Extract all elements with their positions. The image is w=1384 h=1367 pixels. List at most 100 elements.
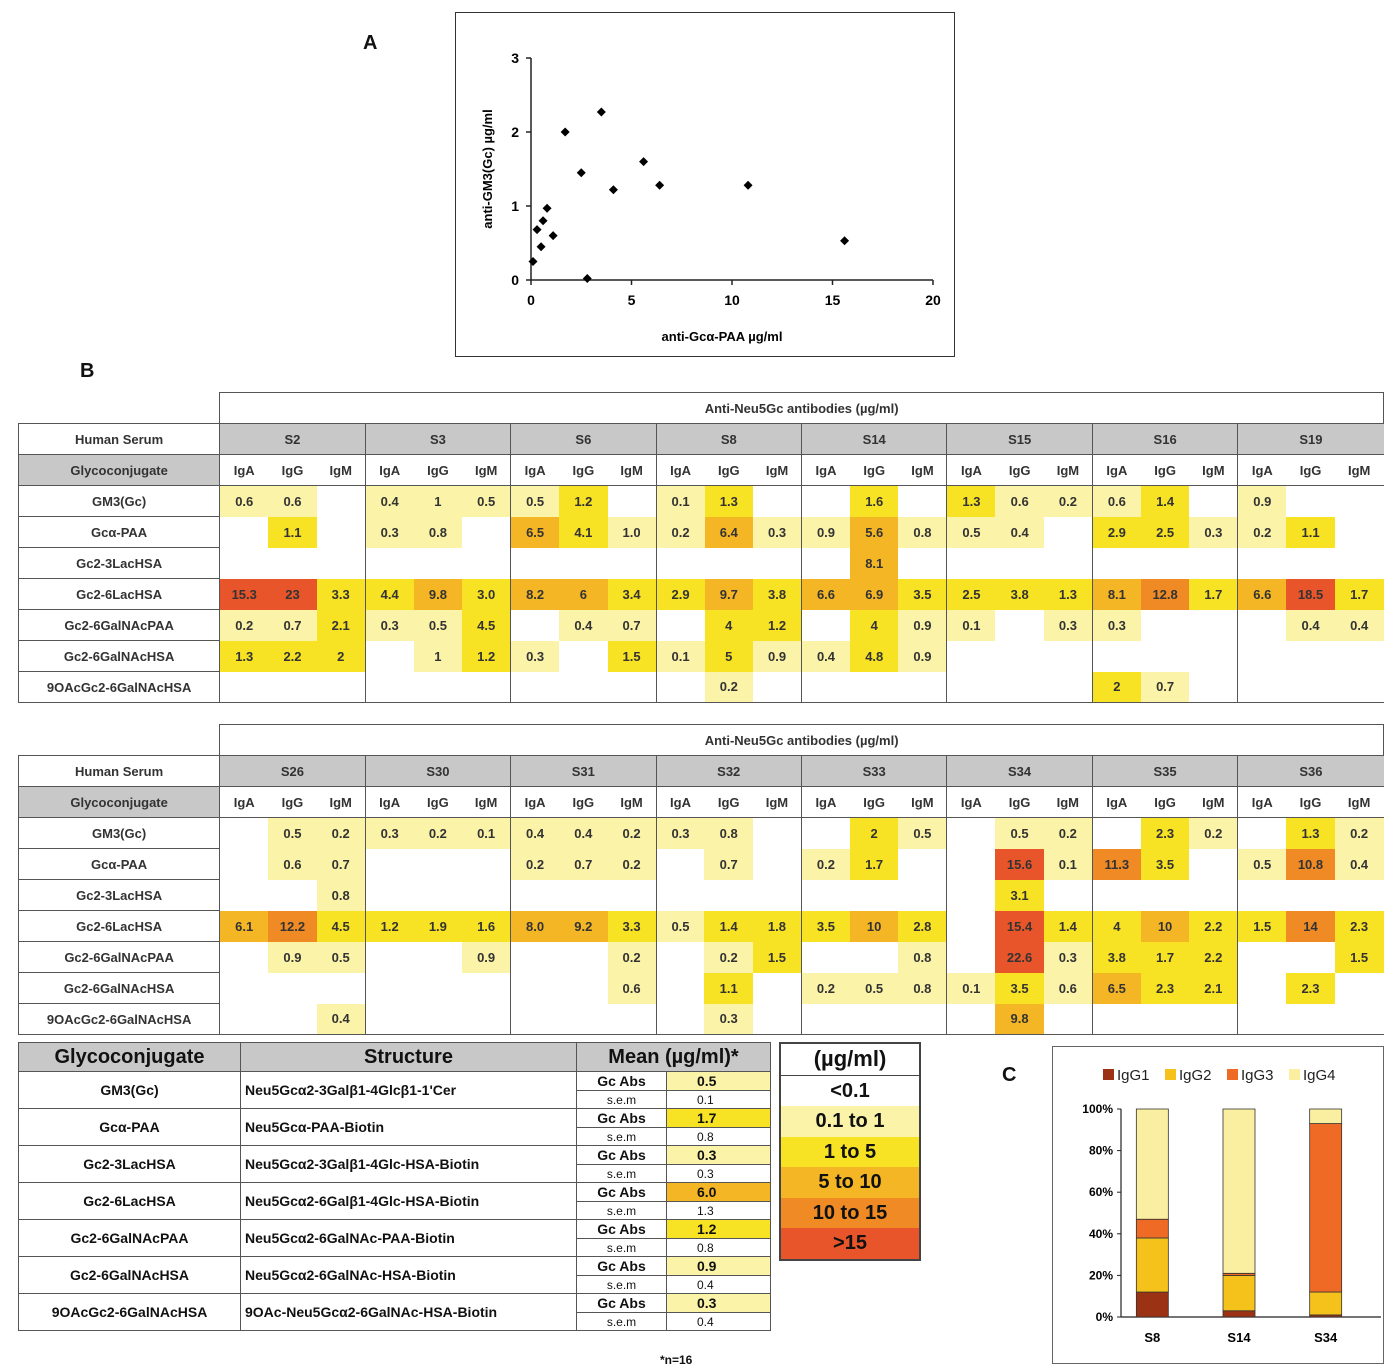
heatmap-cell xyxy=(1044,548,1092,579)
heatmap-cell xyxy=(801,609,850,641)
heatmap-cell xyxy=(995,548,1043,579)
heatmap-cell xyxy=(1335,548,1384,579)
heatmap-cell xyxy=(268,671,317,703)
isotype-label: IgA xyxy=(1091,454,1141,486)
heatmap-cell xyxy=(1141,548,1190,579)
isotype-label: IgG xyxy=(559,454,608,486)
heatmap-cell: 1 xyxy=(413,485,463,517)
heatmap-cell: 1.5 xyxy=(1237,910,1287,942)
scatter-point xyxy=(532,225,542,235)
heatmap-cell: 0.5 xyxy=(995,817,1044,849)
heatmap-cell: 10.8 xyxy=(1286,848,1335,880)
sem-value: 0.1 xyxy=(666,1090,771,1109)
scatter-point xyxy=(560,127,570,137)
heatmap-cell: 23 xyxy=(268,578,317,610)
isotype-label: IgG xyxy=(995,454,1044,486)
sem-label: s.e.m xyxy=(576,1312,667,1331)
heatmap-cell xyxy=(1189,880,1237,911)
heatmap-cell: 0.1 xyxy=(946,972,996,1004)
heatmap-cell xyxy=(414,548,462,579)
heatmap-cell: 0.7 xyxy=(268,609,317,641)
heatmap-cell: 0.3 xyxy=(753,516,802,548)
heatmap-cell xyxy=(655,609,705,641)
heatmap-cell xyxy=(462,671,511,703)
gc-abs-label: Gc Abs xyxy=(576,1145,667,1165)
heatmap-table-1: Anti-Neu5Gc antibodies (µg/ml) Human Seru… xyxy=(17,392,1384,703)
heatmap-cell: 6.5 xyxy=(510,516,560,548)
heatmap-cell xyxy=(219,879,269,911)
table-note: *n=16 xyxy=(660,1353,693,1367)
heatmap-cell xyxy=(1091,640,1141,672)
heatmap-cell: 0.2 xyxy=(1237,516,1287,548)
heatmap-cell xyxy=(510,972,560,1004)
legend-swatch xyxy=(1103,1069,1114,1080)
structure-col-header: Structure xyxy=(240,1042,577,1072)
heatmap-cell: 2.9 xyxy=(655,578,705,610)
heatmap-cell xyxy=(510,547,560,579)
heatmap-cell: 0.9 xyxy=(801,516,850,548)
heatmap-cell: 2.1 xyxy=(1189,972,1238,1004)
gc-abs-label: Gc Abs xyxy=(576,1256,667,1276)
heatmap-cell xyxy=(268,548,316,579)
isotype-label: IgG xyxy=(704,454,754,486)
heatmap-cell xyxy=(704,880,752,911)
heatmap-cell xyxy=(655,547,705,579)
heatmap-cell xyxy=(1237,609,1287,641)
isotype-label: IgA xyxy=(219,454,269,486)
heatmap-cell: 4.1 xyxy=(559,516,608,548)
heatmap-cell: 3.3 xyxy=(316,578,366,610)
heatmap-cell: 1.5 xyxy=(607,640,657,672)
glycoconjugate-row-label: Gc2-3LacHSA xyxy=(17,547,221,579)
summary-structure: Neu5Gcα2-6Galβ1-4Glc-HSA-Biotin xyxy=(240,1182,577,1220)
heatmap-cell: 0.3 xyxy=(1043,941,1093,973)
heatmap-cell xyxy=(800,941,850,973)
gc-abs-mean: 6.0 xyxy=(666,1182,771,1202)
heatmap-cell: 0.3 xyxy=(704,1003,753,1035)
heatmap-cell xyxy=(1044,641,1092,672)
heatmap-cell: 0.8 xyxy=(413,516,463,548)
heatmap-cell: 6.9 xyxy=(849,578,899,610)
isotype-label: IgA xyxy=(219,786,269,818)
heatmap-cell xyxy=(559,641,607,672)
heatmap-cell: 0.2 xyxy=(1043,485,1093,517)
isotype-label: IgM xyxy=(462,454,511,486)
heatmap-cell xyxy=(705,548,753,579)
gc-abs-label: Gc Abs xyxy=(576,1182,667,1202)
heatmap-cell: 2.5 xyxy=(946,578,996,610)
heatmap-cell xyxy=(655,941,705,973)
gc-abs-mean: 0.5 xyxy=(666,1071,771,1091)
heatmap-cell xyxy=(995,610,1043,641)
heatmap-cell xyxy=(268,1003,317,1035)
heatmap-cell xyxy=(462,880,510,911)
heatmap-cell xyxy=(316,671,366,703)
isotype-label: IgA xyxy=(801,454,850,486)
isotype-label: IgA xyxy=(1091,786,1141,818)
heatmap-cell xyxy=(753,671,802,703)
heatmap-cell xyxy=(1286,671,1335,703)
heatmap-cell: 1.5 xyxy=(1334,941,1384,973)
legend-label: IgG3 xyxy=(1241,1067,1274,1084)
scatter-point xyxy=(608,185,618,195)
heatmap-cell: 0.8 xyxy=(898,972,947,1004)
heatmap-cell: 10 xyxy=(849,910,899,942)
isotype-label: IgA xyxy=(655,454,705,486)
heatmap-cell xyxy=(1286,641,1335,672)
isotype-label: IgM xyxy=(1334,786,1384,818)
heatmap-cell: 6.5 xyxy=(1091,972,1141,1004)
heatmap-cell xyxy=(753,880,801,911)
heatmap-cell xyxy=(1334,1003,1384,1035)
isotype-label: IgG xyxy=(413,786,463,818)
heatmap-cell: 0.2 xyxy=(1189,817,1238,849)
heatmap-cell xyxy=(414,849,462,880)
scatter-point xyxy=(536,242,546,252)
heatmap-cell: 3.5 xyxy=(995,972,1044,1004)
heatmap-cell: 1.6 xyxy=(462,910,511,942)
heatmap-cell xyxy=(946,941,996,973)
panel-label-c: C xyxy=(1002,1064,1017,1086)
heatmap-cell xyxy=(753,548,801,579)
heatmap-cell: 3.8 xyxy=(1091,941,1141,973)
heatmap-cell: 5 xyxy=(704,640,754,672)
isotype-label: IgM xyxy=(752,786,802,818)
heatmap-cell xyxy=(608,880,656,911)
